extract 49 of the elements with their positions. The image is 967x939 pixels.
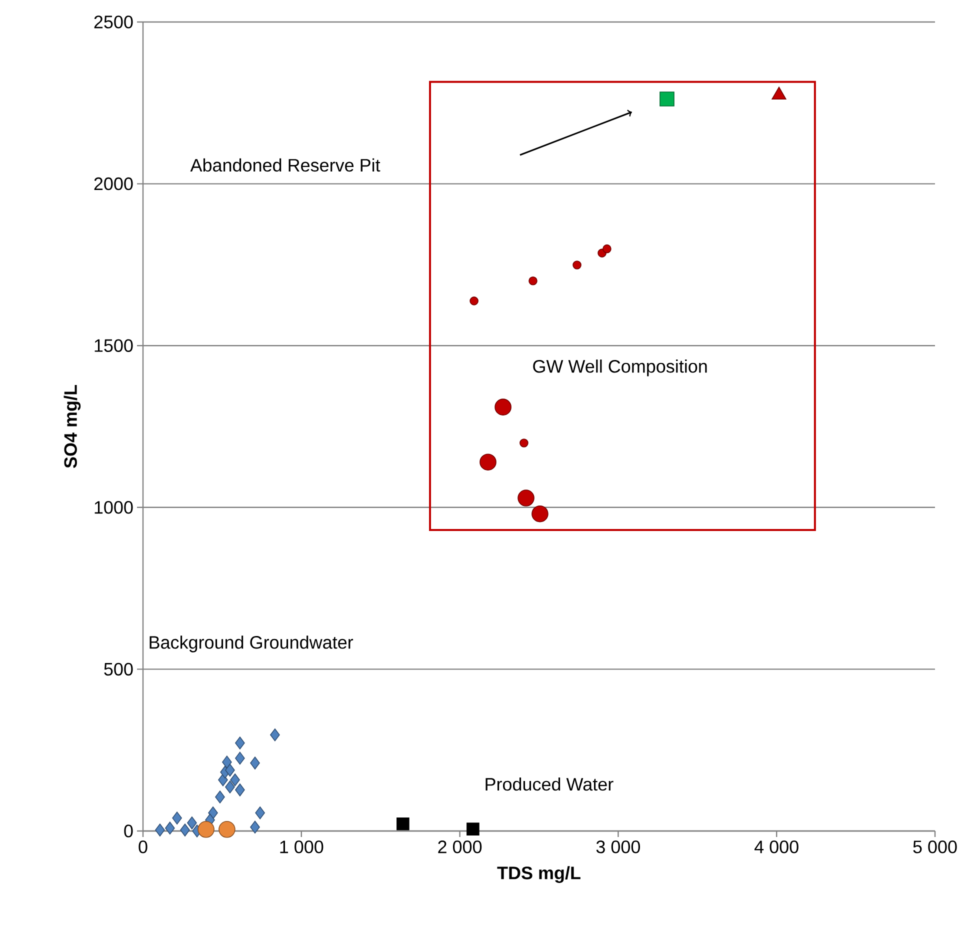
point (396, 817, 410, 830)
point (250, 820, 260, 834)
point (225, 780, 235, 794)
x-tick-label: 3 000 (596, 840, 640, 854)
point (180, 824, 190, 836)
y-tick-label: 500 (104, 662, 133, 676)
point (602, 244, 612, 254)
point (165, 822, 175, 834)
y-tick-label: 2000 (94, 177, 133, 190)
point (235, 752, 245, 765)
point (225, 764, 235, 777)
x-axis-title: TDS mg/L (497, 866, 580, 883)
x-tick-label: 0 (138, 840, 148, 854)
point (218, 820, 236, 838)
y-tick-label: 2500 (94, 16, 133, 28)
y-tick-label: 0 (124, 824, 133, 838)
point (572, 260, 582, 270)
point (470, 296, 478, 306)
x-tick-label: 1 000 (280, 840, 324, 854)
point (235, 736, 245, 750)
point (230, 773, 240, 786)
point (466, 822, 480, 836)
x-tick-label: 5 000 (913, 840, 957, 854)
point (660, 92, 674, 106)
point (532, 505, 548, 522)
point (250, 756, 260, 770)
x-tick-label: 2 000 (438, 840, 482, 854)
point (155, 824, 165, 836)
point (528, 276, 538, 286)
point (172, 812, 182, 824)
point (215, 790, 225, 804)
y-tick-label: 1000 (94, 501, 133, 514)
annotation: Background Groundwater (150, 636, 354, 652)
point (255, 806, 265, 820)
point (187, 816, 197, 830)
point (518, 490, 534, 506)
annotation: Produced Water (486, 777, 614, 791)
x-tick-label: 4 000 (754, 840, 798, 854)
point (494, 398, 512, 416)
point (480, 454, 496, 470)
y-tick-label: 1500 (94, 339, 133, 352)
annotation: Abandoned Reserve Pit (190, 158, 380, 172)
point (198, 820, 214, 838)
annotation: GW Well Composition (533, 360, 707, 376)
point (270, 728, 280, 742)
point (520, 438, 528, 448)
point (222, 756, 232, 768)
point (235, 784, 245, 796)
y-axis-title: SO4 mg/L (64, 385, 81, 468)
